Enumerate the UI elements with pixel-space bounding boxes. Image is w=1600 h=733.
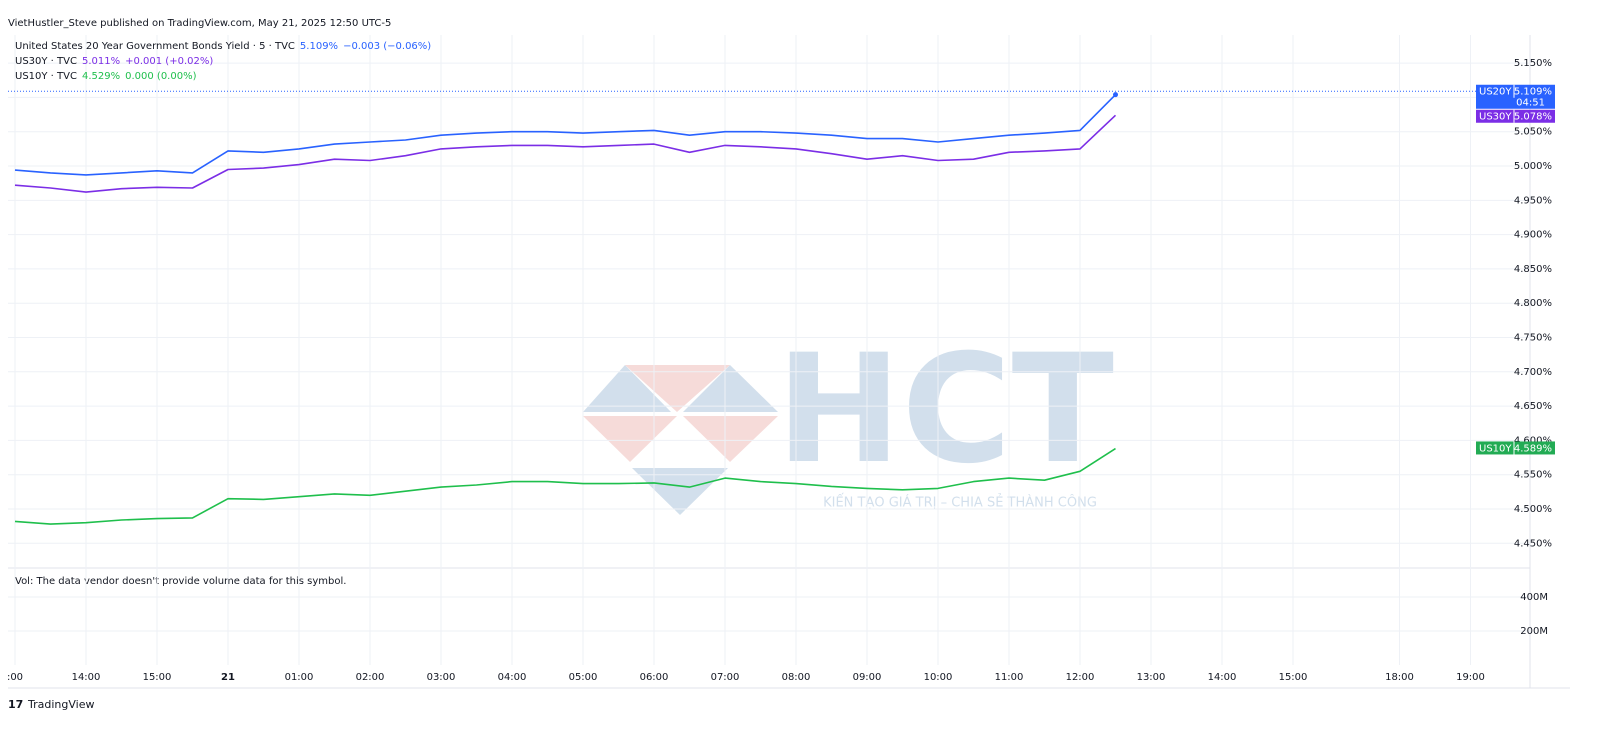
legend-entry: United States 20 Year Government Bonds Y… [15, 41, 431, 52]
price-tag-ticker: US20Y [1479, 87, 1512, 98]
watermark-slogan: KIẾN TẠO GIÁ TRỊ – CHIA SẺ THÀNH CÔNG [823, 494, 1097, 511]
watermark-shape [583, 416, 677, 462]
x-tick-label: 06:00 [640, 672, 669, 683]
x-tick-label: 15:00 [1279, 672, 1308, 683]
legend-change: +0.001 (+0.02%) [125, 56, 213, 67]
volume-note: Vol: The data vendor doesn't provide vol… [15, 576, 346, 587]
legend-last: 5.011% [82, 56, 120, 67]
y-tick-label: 4.600% [1514, 435, 1552, 446]
y-tick-label: 4.900% [1514, 230, 1552, 241]
x-tick-label: 14:00 [72, 672, 101, 683]
footer-logo: TradingView [27, 698, 94, 711]
x-tick-label: 01:00 [285, 672, 314, 683]
x-tick-label: 19:00 [1456, 672, 1485, 683]
y-tick-label: 4.700% [1514, 367, 1552, 378]
x-tick-label: 10:00 [924, 672, 953, 683]
x-tick-label: 15:00 [143, 672, 172, 683]
price-tag-countdown: 04:51 [1516, 98, 1545, 109]
price-tag-ticker: US10Y [1479, 443, 1512, 454]
x-tick-label: 14:00 [1208, 672, 1237, 683]
legend-entry: US30Y · TVC 5.011% +0.001 (+0.02%) [15, 56, 213, 67]
legend-name: United States 20 Year Government Bonds Y… [15, 41, 295, 52]
price-tag-value: 5.109% [1514, 87, 1552, 98]
y-tick-label: 5.050% [1514, 127, 1552, 138]
price-tag-value: 4.589% [1514, 443, 1552, 454]
y-tick-label: 4.500% [1514, 504, 1552, 515]
x-tick-label: :00 [7, 672, 23, 683]
x-tick-label: 09:00 [853, 672, 882, 683]
watermark-shape [632, 468, 728, 515]
y-tick-label: 4.750% [1514, 333, 1552, 344]
price-tag [1476, 109, 1555, 123]
x-tick-label: 18:00 [1385, 672, 1414, 683]
y-tick-label: 200M [1520, 626, 1548, 637]
watermark-shape [683, 416, 778, 462]
legend-last: 4.529% [82, 71, 120, 82]
y-tick-label: 4.450% [1514, 538, 1552, 549]
x-tick-label: 02:00 [356, 672, 385, 683]
price-tag [1476, 441, 1555, 455]
watermark-brand: HCT [776, 323, 1114, 497]
y-tick-label: 5.150% [1514, 58, 1552, 69]
grid-layer [8, 35, 1530, 665]
y-tick-label: 4.550% [1514, 470, 1552, 481]
watermark-shape [625, 365, 730, 412]
watermark: HCT KIẾN TẠO GIÁ TRỊ – CHIA SẺ THÀNH CÔN… [583, 323, 1114, 515]
x-tick-label: 04:00 [498, 672, 527, 683]
y-tick-label: 5.000% [1514, 161, 1552, 172]
price-tag-value: 5.078% [1514, 112, 1552, 123]
series-line [14, 94, 1117, 176]
legend-change: −0.003 (−0.06%) [343, 41, 431, 52]
x-tick-label: 07:00 [711, 672, 740, 683]
x-tick-label: 13:00 [1137, 672, 1166, 683]
x-tick-label: 08:00 [782, 672, 811, 683]
y-tick-label: 400M [1520, 592, 1548, 603]
x-tick-label: 12:00 [1066, 672, 1095, 683]
legend-entry: US10Y · TVC 4.529% 0.000 (0.00%) [15, 71, 197, 82]
watermark-shape [683, 365, 778, 412]
last-point [1113, 92, 1118, 98]
legend-change: 0.000 (0.00%) [125, 71, 196, 82]
attribution: VietHustler_Steve published on TradingVi… [8, 18, 391, 29]
y-tick-label: 4.850% [1514, 264, 1552, 275]
price-tag [1476, 84, 1555, 109]
x-tick-label: 11:00 [995, 672, 1024, 683]
price-tag-ticker: US30Y [1479, 112, 1512, 123]
legend-name: US30Y · TVC [15, 56, 77, 67]
series-line [14, 114, 1117, 193]
legend-name: US10Y · TVC [15, 71, 77, 82]
series-line [14, 447, 1116, 525]
y-tick-label: 4.800% [1514, 298, 1552, 309]
x-tick-label: 05:00 [569, 672, 598, 683]
legend-last: 5.109% [300, 41, 338, 52]
footer-logo-mark: 𝟭𝟳 [8, 698, 23, 711]
x-tick-label: 03:00 [427, 672, 456, 683]
x-tick-label: 21 [221, 672, 235, 683]
y-tick-label: 4.950% [1514, 195, 1552, 206]
watermark-shape [583, 365, 671, 412]
y-tick-label: 4.650% [1514, 401, 1552, 412]
